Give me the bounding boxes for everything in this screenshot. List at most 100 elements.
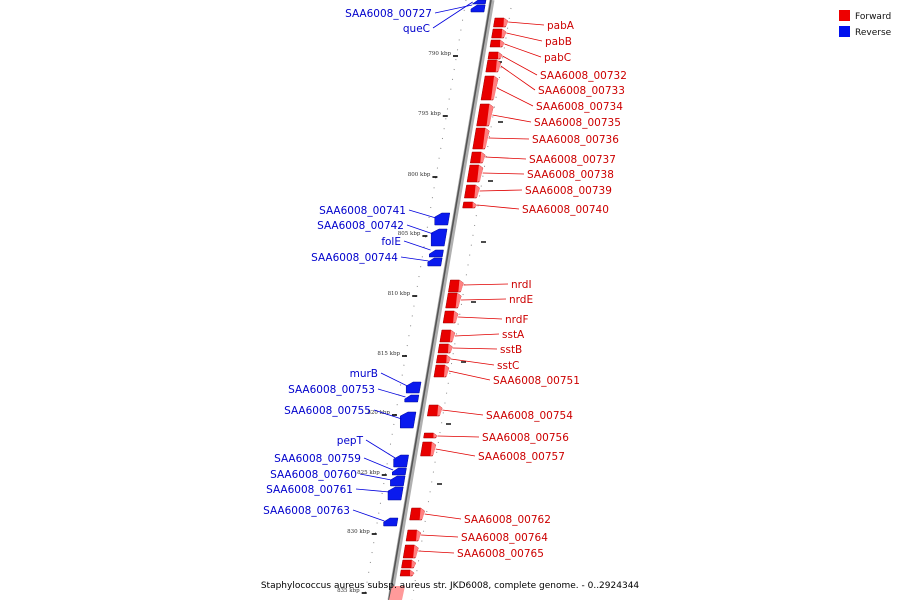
forward-gene-label-saa6008-00738: SAA6008_00738: [527, 169, 614, 181]
forward-gene-label-nrde: nrdE: [509, 294, 533, 306]
forward-gene-label-saa6008-00734: SAA6008_00734: [536, 101, 623, 113]
reverse-gene-label-murb: murB: [350, 368, 378, 380]
forward-gene-shade: [449, 330, 455, 342]
forward-gene-shade: [474, 185, 480, 198]
forward-gene-leader: [418, 550, 455, 554]
reverse-gene-label-saa6008-00744: SAA6008_00744: [311, 252, 398, 264]
reverse-gene-arrow: [383, 517, 399, 527]
forward-gene-shade: [501, 29, 507, 38]
reverse-gene-leader: [352, 509, 385, 522]
reverse-gene-layer: SAA6008_00727 queC SAA6008_00741 SAA6008_00…: [263, 0, 487, 527]
forward-gene-shade: [453, 311, 459, 323]
forward-gene-leader: [442, 409, 484, 416]
forward-gene-label-nrdf: nrdF: [505, 314, 529, 326]
tick-label: 805 kbp: [398, 231, 421, 237]
reverse-gene-leader: [403, 240, 431, 251]
reverse-gene-leader: [359, 473, 392, 481]
forward-gene-leader: [458, 316, 503, 320]
reverse-gene-leader: [373, 409, 402, 420]
reverse-gene-arrow: [387, 486, 404, 501]
forward-gene-leader: [502, 55, 538, 76]
reverse-gene-leader: [400, 256, 429, 262]
legend-reverse-label: Reverse: [855, 28, 892, 38]
forward-gene-leader: [463, 283, 509, 286]
tick-label: 790 kbp: [428, 51, 451, 57]
forward-gene-label-sstc: sstC: [497, 360, 519, 372]
reverse-gene-leader: [377, 388, 406, 398]
reverse-gene-arrow: [430, 228, 448, 247]
reverse-gene-leader: [380, 372, 408, 387]
legend-forward-label: Forward: [855, 12, 891, 22]
tick-label: 825 kbp: [357, 470, 380, 476]
reverse-gene-arrow: [434, 212, 451, 226]
forward-gene-leader: [437, 435, 480, 438]
forward-gene-label-saa6008-00733: SAA6008_00733: [538, 85, 625, 97]
forward-gene-shade: [477, 165, 483, 182]
forward-gene-leader: [508, 21, 545, 26]
forward-gene-leader: [506, 32, 543, 42]
forward-gene-shade: [433, 433, 438, 438]
legend-reverse-swatch: [839, 26, 850, 37]
reverse-gene-label-saa6008-00755: SAA6008_00755: [284, 405, 371, 417]
reverse-gene-leader: [408, 209, 437, 219]
forward-gene-label-pabb: pabB: [545, 36, 572, 48]
forward-gene-shade: [437, 405, 443, 416]
reverse-gene-label-saa6008-00763: SAA6008_00763: [263, 505, 350, 517]
forward-gene-shade: [430, 442, 436, 456]
legend-forward-swatch: [839, 10, 850, 21]
forward-gene-leader: [452, 347, 498, 350]
reverse-gene-arrow: [393, 454, 409, 468]
forward-gene-label-saa6008-00757: SAA6008_00757: [478, 451, 565, 463]
forward-gene-shade: [480, 152, 486, 163]
forward-gene-leader: [454, 333, 500, 337]
forward-gene-layer: pabA pabB pabC SAA6008_00732 SAA6008_00733 SA…: [389, 17, 627, 600]
reverse-gene-label-saa6008-00761: SAA6008_00761: [266, 484, 353, 496]
forward-gene-label-saa6008-00751: SAA6008_00751: [493, 375, 580, 387]
forward-gene-leader: [421, 534, 459, 538]
forward-gene-label-saa6008-00740: SAA6008_00740: [522, 204, 609, 216]
guide-dots-right: [411, 7, 512, 600]
tick-label: 820 kbp: [367, 410, 390, 416]
forward-gene-leader: [435, 448, 476, 457]
reverse-gene-label-saa6008-00742: SAA6008_00742: [317, 220, 404, 232]
forward-gene-leader: [504, 43, 542, 58]
legend: Forward Reverse: [839, 10, 892, 38]
tick-label: 810 kbp: [388, 291, 411, 297]
forward-gene-label-saa6008-00736: SAA6008_00736: [532, 134, 619, 146]
forward-gene-label-saa6008-00732: SAA6008_00732: [540, 70, 627, 82]
forward-gene-shade: [503, 18, 508, 27]
forward-gene-label-saa6008-00735: SAA6008_00735: [534, 117, 621, 129]
reverse-gene-label-saa6008-00753: SAA6008_00753: [288, 384, 375, 396]
forward-gene-shade: [410, 570, 415, 576]
tick-label: 800 kbp: [408, 172, 431, 178]
reverse-gene-label-fole: folE: [381, 236, 401, 248]
tick-label: 815 kbp: [377, 351, 400, 357]
forward-gene-shade: [447, 344, 453, 353]
forward-gene-shade: [419, 508, 425, 520]
forward-gene-shade: [455, 293, 462, 308]
reverse-gene-arrow: [429, 249, 444, 258]
forward-gene-leader: [448, 370, 491, 381]
reverse-gene-label-saa6008-00759: SAA6008_00759: [274, 453, 361, 465]
reverse-gene-label-pept: pepT: [337, 435, 364, 447]
reverse-gene-leader: [406, 224, 434, 235]
forward-gene-leader: [479, 189, 523, 192]
forward-gene-shade: [446, 355, 451, 363]
forward-gene-shade: [458, 280, 464, 292]
forward-gene-shade: [500, 40, 505, 47]
forward-gene-label-saa6008-00765: SAA6008_00765: [457, 548, 544, 560]
forward-gene-leader: [424, 513, 462, 520]
reverse-gene-arrow: [399, 411, 417, 429]
reverse-gene-leader: [355, 488, 390, 493]
forward-gene-leader: [482, 172, 525, 175]
forward-gene-shade: [491, 76, 499, 100]
reverse-gene-arrow: [392, 467, 407, 476]
forward-gene-label-nrdi: nrdI: [511, 279, 532, 291]
tick-layer: 790 kbp 795 kbp 800 kbp 805 kbp 810 kbp 815 k…: [337, 0, 512, 600]
forward-gene-shade: [416, 530, 421, 541]
forward-gene-label-saa6008-00754: SAA6008_00754: [486, 410, 573, 422]
tick-label: 835 kbp: [337, 588, 360, 594]
forward-gene-label-saa6008-00762: SAA6008_00762: [464, 514, 551, 526]
reverse-gene-leader: [363, 457, 394, 471]
